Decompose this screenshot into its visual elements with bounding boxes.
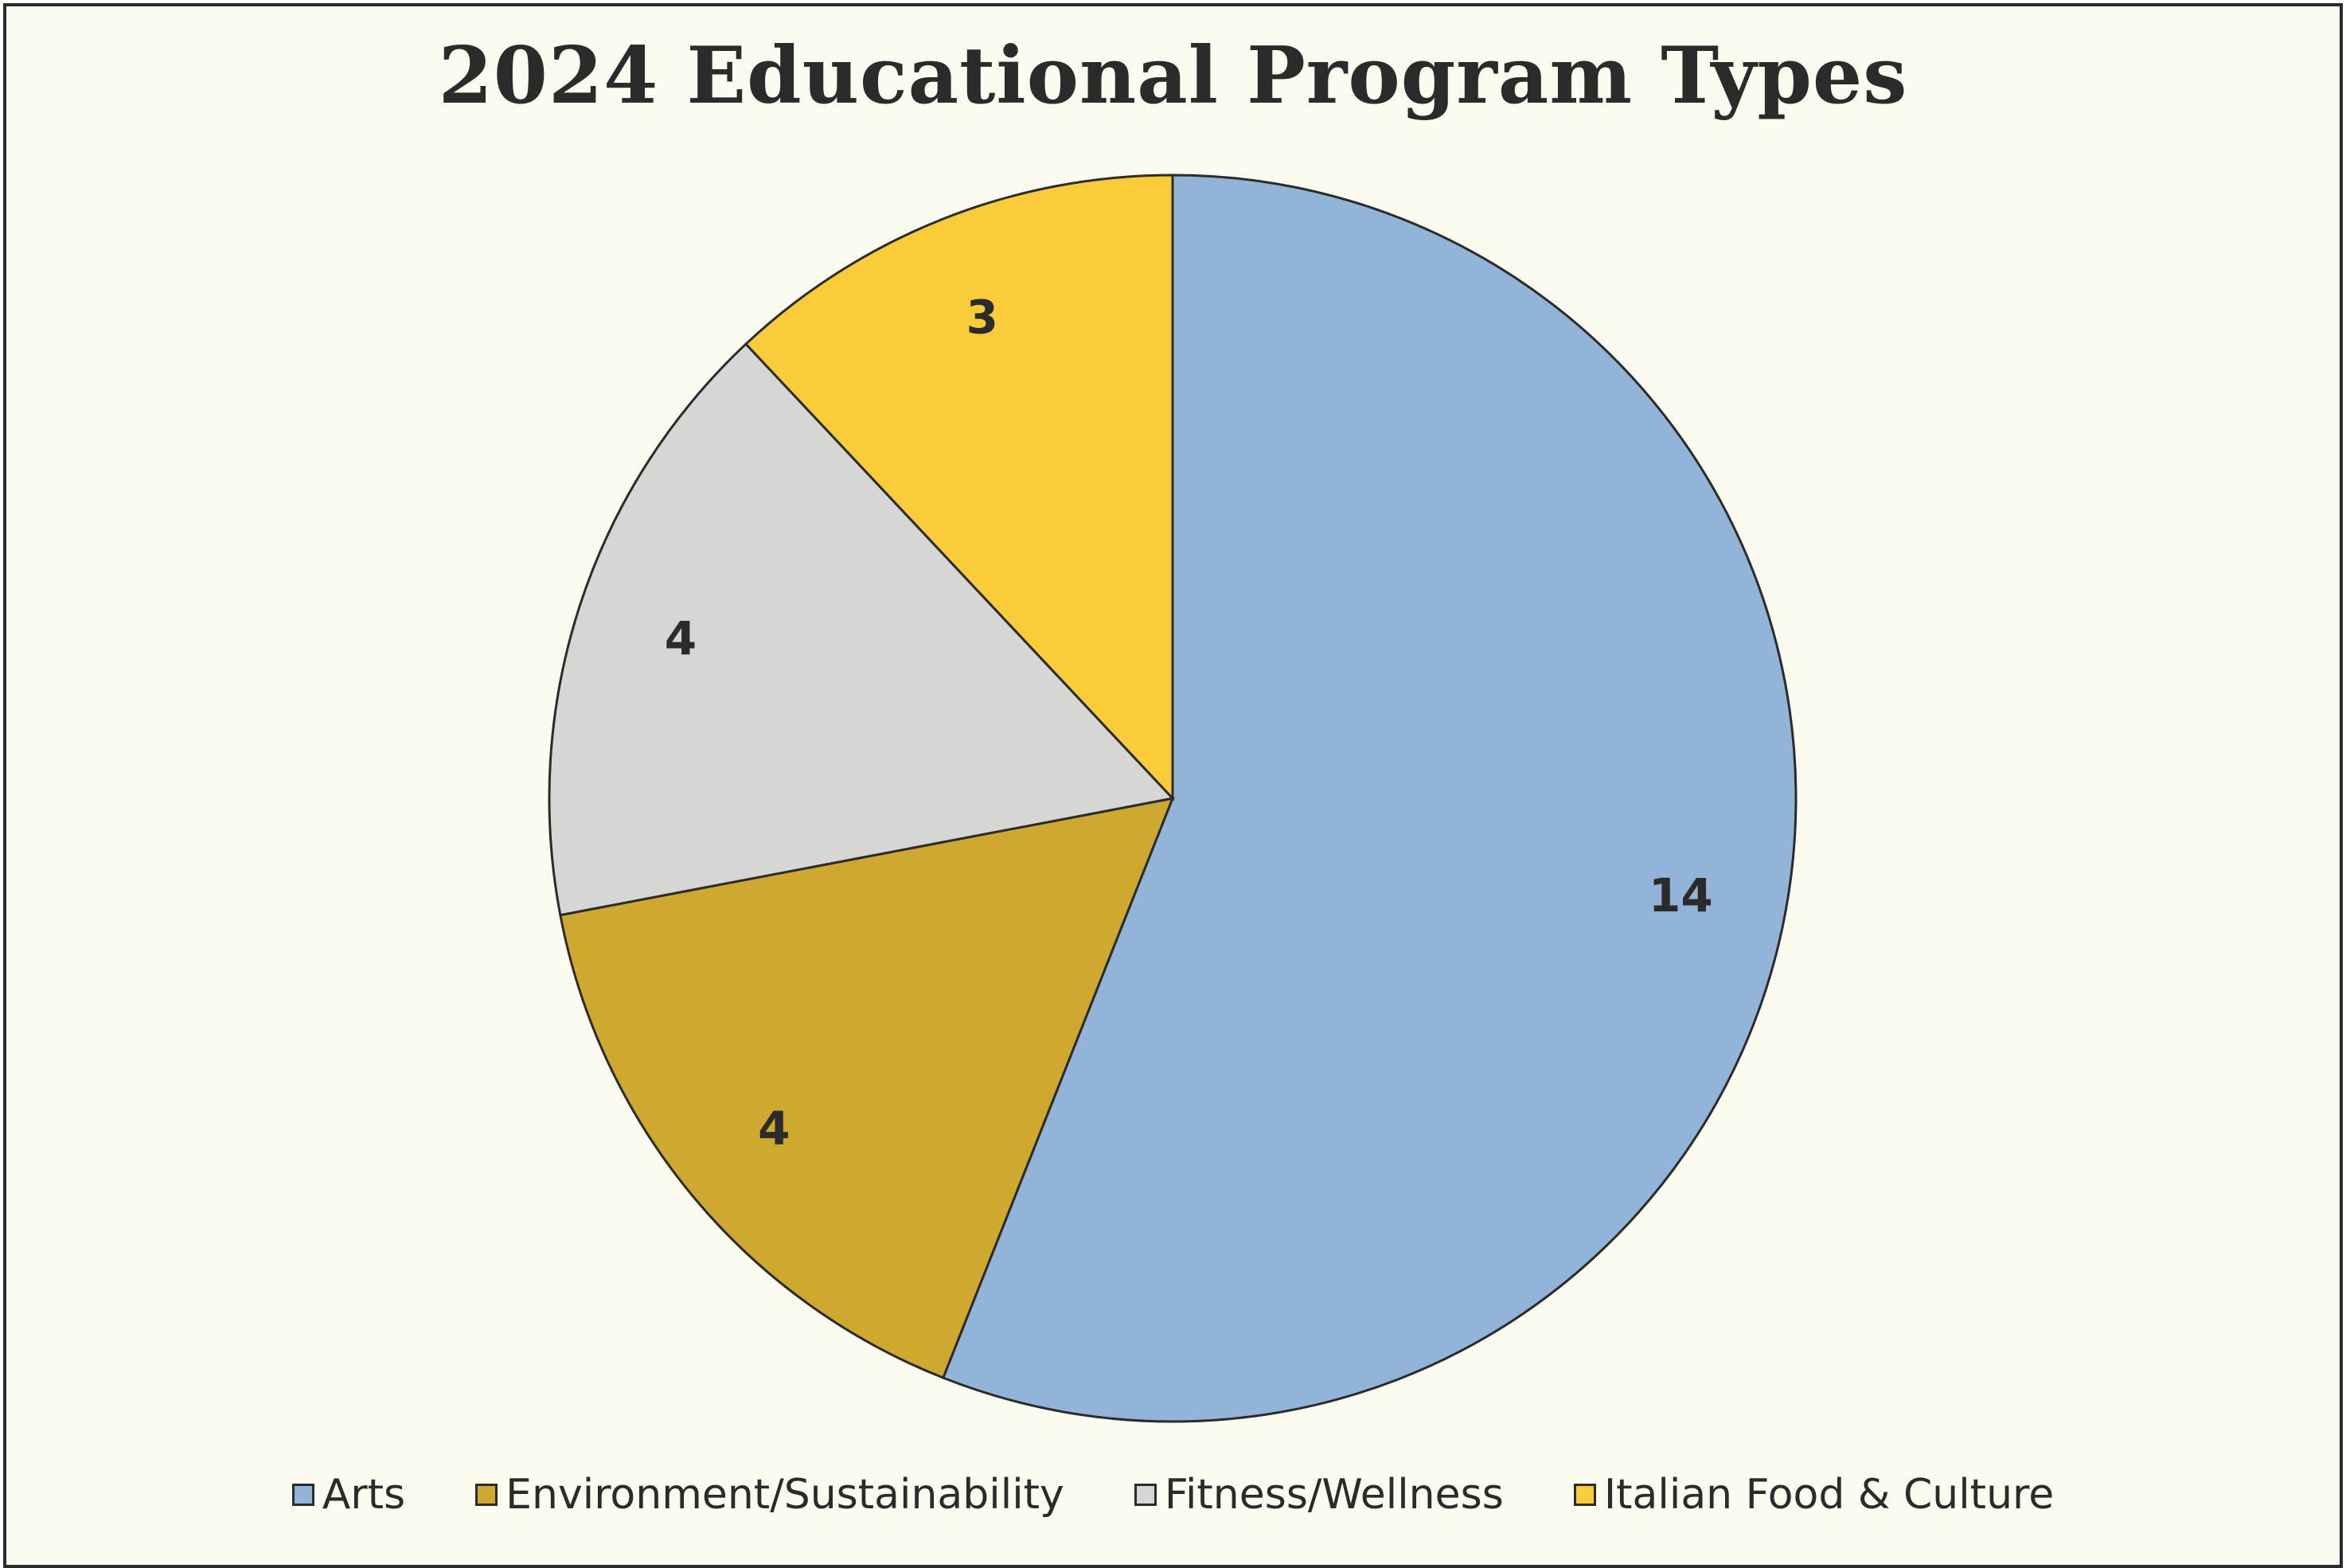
legend-swatch	[1573, 1484, 1596, 1506]
legend-swatch	[1134, 1484, 1157, 1506]
data-label-environment-sustainability: 4	[758, 1101, 790, 1155]
legend-item-italian-food-culture: Italian Food & Culture	[1573, 1471, 2055, 1519]
data-label-fitness-wellness: 4	[665, 611, 697, 665]
legend-item-fitness-wellness: Fitness/Wellness	[1134, 1471, 1504, 1519]
legend-label: Italian Food & Culture	[1603, 1471, 2055, 1519]
pie-slice-italian-food-culture	[744, 174, 1174, 802]
pie-slice-arts	[941, 174, 1798, 1423]
pie-slice-fitness-wellness	[548, 342, 1175, 917]
legend-swatch	[475, 1484, 498, 1506]
legend-swatch	[291, 1484, 314, 1506]
data-label-italian-food-culture: 3	[966, 291, 998, 345]
legend-label: Environment/Sustainability	[506, 1471, 1064, 1519]
legend-item-arts: Arts	[291, 1471, 406, 1519]
chart-title: 2024 Educational Program Types	[438, 30, 1908, 122]
data-label-arts: 14	[1649, 868, 1713, 922]
legend: Arts Environment/Sustainability Fitness/We…	[0, 1471, 2346, 1519]
pie-slice-environment-sustainability	[559, 797, 1175, 1379]
legend-label: Arts	[322, 1471, 406, 1519]
legend-item-environment-sustainability: Environment/Sustainability	[475, 1471, 1064, 1519]
legend-label: Fitness/Wellness	[1164, 1471, 1504, 1519]
